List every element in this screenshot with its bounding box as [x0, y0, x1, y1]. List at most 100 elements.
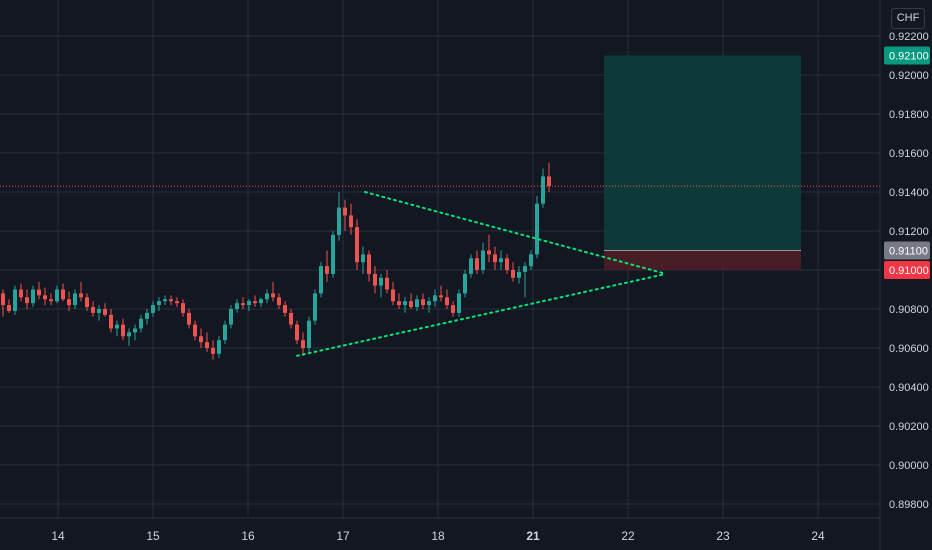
candle-body [163, 299, 167, 302]
candle-body [25, 297, 29, 304]
candle-body [535, 203, 539, 255]
candle-body [385, 277, 389, 290]
candle-body [199, 336, 203, 343]
price-tick-label: 0.90600 [889, 343, 929, 355]
candle-body [487, 250, 491, 255]
target-zone [604, 55, 801, 251]
candle-body [283, 305, 287, 313]
candle-body [19, 289, 23, 298]
date-tick-label: 16 [241, 529, 255, 543]
candle-body [301, 340, 305, 348]
candle-body [499, 258, 503, 263]
date-tick-label: 23 [716, 529, 730, 543]
date-tick-label: 22 [621, 529, 635, 543]
price-tick-label: 0.90800 [889, 304, 929, 316]
candle-body [505, 258, 509, 270]
time-axis[interactable]: 14 15 16 17 18 21 22 23 24 [51, 529, 825, 543]
price-badge [884, 261, 930, 279]
candle-body [145, 312, 149, 319]
candle-body [67, 299, 71, 306]
candle-body [127, 332, 131, 337]
candle-body [409, 301, 413, 308]
candle-body [133, 328, 137, 333]
candle-body [547, 176, 551, 187]
candle-body [205, 342, 209, 348]
candle-body [511, 270, 515, 278]
candle-body [529, 254, 533, 267]
candle-body [355, 227, 359, 263]
candle-body [451, 305, 455, 313]
candle-body [289, 312, 293, 325]
candle-body [361, 254, 365, 263]
candle-body [481, 250, 485, 270]
candle-body [157, 301, 161, 306]
candle-body [1, 293, 5, 306]
candle-body [187, 312, 191, 325]
candle-body [469, 258, 473, 274]
stop-zone [604, 250, 801, 270]
candle-body [61, 289, 65, 300]
date-tick-label: 18 [431, 529, 445, 543]
candle-body [523, 266, 527, 272]
candle-body [415, 299, 419, 308]
position-zones[interactable] [604, 55, 801, 271]
candle-body [247, 301, 251, 306]
candle-body [7, 305, 11, 311]
candle-body [313, 293, 317, 321]
price-badge-label: 0.91100 [889, 246, 928, 258]
candle-body [421, 299, 425, 306]
price-tick-label: 0.91800 [889, 109, 929, 121]
candle-body [241, 303, 245, 306]
candle-body [517, 271, 521, 278]
candle-body [271, 293, 275, 298]
price-tick-label: 0.90200 [889, 421, 929, 433]
candle-body [73, 293, 77, 306]
candle-body [427, 301, 431, 306]
candle-body [175, 301, 179, 304]
candle-body [79, 293, 83, 298]
price-badge-label: 0.91000 [889, 265, 929, 277]
price-tick-label: 0.91400 [889, 187, 929, 199]
candle-body [391, 289, 395, 302]
date-tick-label: 21 [526, 529, 540, 543]
price-tick-label: 0.90400 [889, 382, 929, 394]
date-tick-label: 24 [811, 529, 825, 543]
currency-label[interactable]: CHF [891, 8, 925, 29]
date-tick-label: 15 [146, 529, 160, 543]
candle-body [55, 289, 59, 302]
candle-body [439, 295, 443, 298]
candle-body [37, 289, 41, 296]
date-tick-label: 14 [51, 529, 65, 543]
candle-body [109, 314, 113, 329]
triangle-pattern[interactable] [296, 191, 667, 357]
candle-body [475, 258, 479, 270]
candle-body [319, 266, 323, 294]
candle-body [43, 295, 47, 300]
candle-body [259, 299, 263, 304]
price-badges: 0.92100 0.91100 0.91000 [884, 46, 930, 279]
candle-body [223, 324, 227, 341]
triangle-upper-line [364, 191, 667, 275]
candle-body [13, 289, 17, 311]
candle-body [331, 234, 335, 274]
candle-body [457, 293, 461, 313]
candle-body [139, 318, 143, 329]
price-badge-label: 0.92100 [889, 51, 929, 63]
candle-body [265, 293, 269, 300]
candle-body [463, 273, 467, 294]
candle-body [445, 297, 449, 306]
candle-body [337, 207, 341, 235]
price-tick-label: 0.90000 [889, 460, 929, 472]
candle-body [235, 303, 239, 309]
candle-body [379, 277, 383, 286]
candle-body [217, 340, 221, 354]
candle-body [97, 309, 101, 313]
candle-body [211, 348, 215, 354]
price-tick-label: 0.92000 [889, 70, 929, 82]
triangle-lower-line [296, 272, 667, 357]
candle-body [91, 307, 95, 313]
candle-body [295, 324, 299, 341]
candle-body [403, 301, 407, 306]
candle-body [151, 305, 155, 313]
